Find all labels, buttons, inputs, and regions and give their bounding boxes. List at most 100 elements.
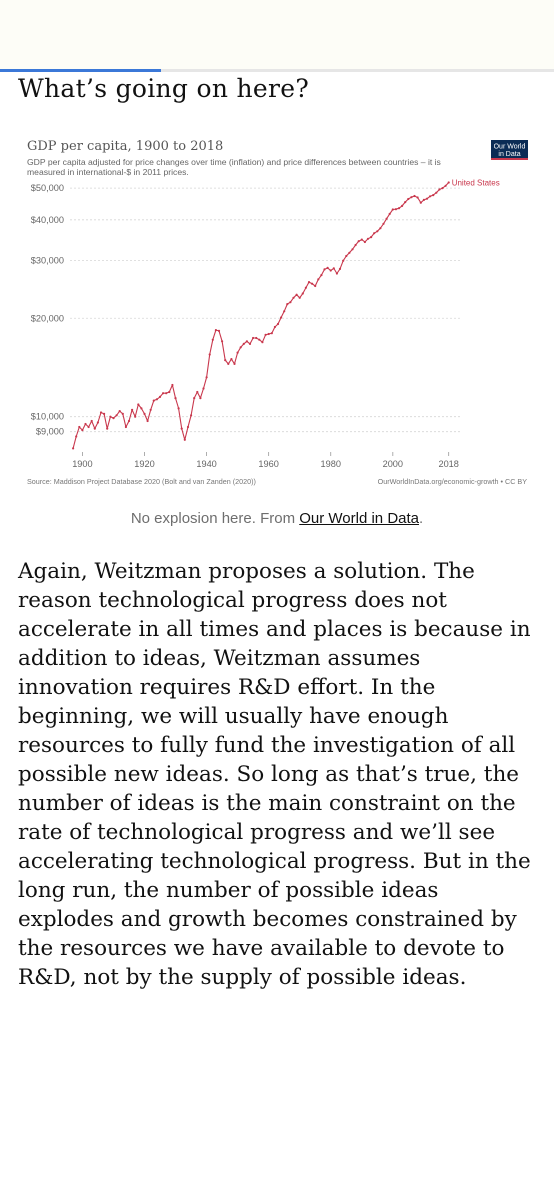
data-point xyxy=(75,435,78,438)
chart-figure: GDP per capita, 1900 to 2018 GDP per cap… xyxy=(18,128,536,500)
data-point xyxy=(118,410,121,413)
data-point xyxy=(317,278,320,281)
data-point xyxy=(345,254,348,258)
series-line-united-states[interactable] xyxy=(72,182,450,449)
y-tick-label: $40,000 xyxy=(31,215,64,225)
data-point xyxy=(280,316,283,319)
data-point xyxy=(304,286,307,289)
data-point xyxy=(217,329,221,332)
data-point xyxy=(186,425,190,429)
series-label: United States xyxy=(452,179,500,188)
data-point xyxy=(323,268,326,271)
data-point xyxy=(134,415,137,418)
data-point xyxy=(270,332,273,335)
data-point xyxy=(289,301,292,304)
data-point xyxy=(410,196,413,199)
data-point xyxy=(143,412,146,415)
data-point xyxy=(401,204,404,207)
caption-text: No explosion here. From xyxy=(130,510,300,527)
chart-source: Source: Maddison Project Database 2020 (… xyxy=(27,477,256,486)
x-axis-labels: 1900 1920 1940 1960 1980 2000 2018 xyxy=(72,452,459,469)
data-point xyxy=(140,407,143,410)
chart-grid xyxy=(70,187,460,433)
y-tick-label: $30,000 xyxy=(31,256,64,266)
data-point xyxy=(109,415,112,418)
data-point xyxy=(419,201,422,204)
chart-title: GDP per capita, 1900 to 2018 xyxy=(27,139,223,154)
data-point xyxy=(245,340,248,343)
data-point xyxy=(87,425,90,429)
data-point xyxy=(248,342,252,345)
data-point xyxy=(261,341,264,344)
data-point xyxy=(298,296,301,299)
owid-logo-background xyxy=(491,140,528,160)
data-point xyxy=(193,397,196,400)
data-point xyxy=(90,419,93,423)
data-point xyxy=(112,417,115,420)
data-point xyxy=(311,282,314,285)
data-point xyxy=(391,208,394,211)
data-point xyxy=(106,427,109,430)
data-point xyxy=(211,338,214,341)
data-point xyxy=(276,322,280,326)
chart-subtitle-line1: GDP per capita adjusted for price change… xyxy=(27,157,441,167)
chart-license[interactable]: OurWorldInData.org/economic-growth • CC … xyxy=(378,477,528,486)
y-tick-label: $20,000 xyxy=(31,313,64,323)
data-point xyxy=(258,338,261,341)
data-point xyxy=(146,419,149,423)
data-point xyxy=(165,392,168,395)
data-point xyxy=(155,398,158,401)
data-point xyxy=(96,421,99,424)
data-point xyxy=(320,274,323,277)
data-point xyxy=(78,425,81,429)
data-point xyxy=(214,329,217,332)
data-point xyxy=(379,227,382,230)
data-point xyxy=(168,390,171,394)
app-top-bar xyxy=(0,0,554,70)
caption-link[interactable]: Our World in Data xyxy=(299,510,419,527)
gdp-chart: GDP per capita, 1900 to 2018 GDP per cap… xyxy=(27,139,528,486)
data-point xyxy=(124,425,127,429)
data-point xyxy=(326,266,329,269)
owid-logo[interactable]: Our World in Data xyxy=(491,140,528,160)
data-point xyxy=(227,362,230,365)
x-tick-label: 1960 xyxy=(258,459,278,469)
data-point xyxy=(149,408,152,411)
data-point xyxy=(158,395,162,398)
data-point xyxy=(236,351,239,354)
data-point xyxy=(432,194,435,197)
data-point xyxy=(332,267,335,270)
data-point xyxy=(224,359,227,362)
data-point xyxy=(301,292,304,295)
data-point xyxy=(242,342,245,345)
data-point xyxy=(447,181,450,184)
data-point xyxy=(127,419,131,423)
data-point xyxy=(292,296,295,299)
y-tick-label: $9,000 xyxy=(36,427,64,437)
data-point xyxy=(314,284,317,288)
data-point xyxy=(137,403,140,406)
x-tick-label: 1940 xyxy=(196,459,216,469)
data-point xyxy=(81,429,84,432)
article-paragraph: Again, Weitzman proposes a solution. The… xyxy=(18,559,531,990)
data-point xyxy=(267,332,270,336)
owid-logo-underline xyxy=(491,158,528,160)
data-point xyxy=(354,243,357,247)
data-point xyxy=(177,407,180,410)
data-point xyxy=(357,240,360,243)
data-point xyxy=(255,336,258,340)
y-tick-label: $10,000 xyxy=(31,412,64,422)
data-point xyxy=(329,269,332,272)
data-point xyxy=(370,236,373,239)
data-point xyxy=(264,333,267,336)
data-point xyxy=(283,310,286,313)
data-point xyxy=(351,248,354,251)
data-point xyxy=(273,325,276,329)
data-point xyxy=(196,390,199,394)
data-point xyxy=(230,358,233,361)
data-point xyxy=(307,281,311,284)
data-point xyxy=(444,184,447,187)
data-point xyxy=(407,197,410,201)
caption-period: . xyxy=(419,510,424,527)
data-point xyxy=(152,399,155,402)
